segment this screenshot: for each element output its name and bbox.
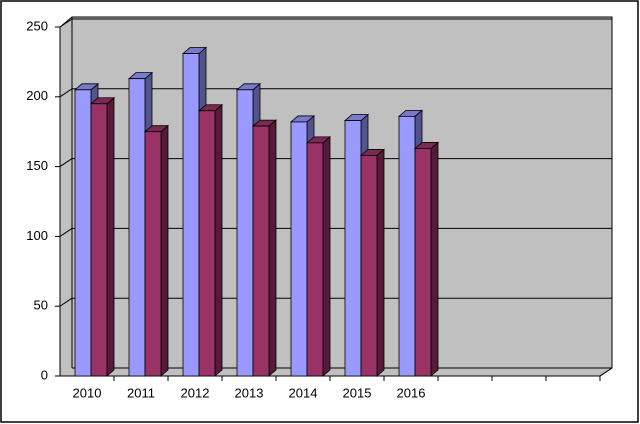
floor-right-edge (599, 367, 613, 377)
y-tick-label: 200 (26, 88, 48, 103)
bar (398, 115, 416, 377)
x-tick-label: 2013 (235, 385, 264, 400)
grid-line-side (59, 88, 73, 98)
bar-side (268, 119, 277, 377)
bar (144, 131, 162, 377)
y-tick-label: 250 (26, 18, 48, 33)
grid-line-side (59, 158, 73, 168)
bar (74, 89, 92, 377)
bar-side (430, 141, 439, 377)
bar (236, 89, 254, 377)
x-tick-label: 2011 (127, 385, 155, 400)
bar-side (214, 103, 223, 377)
bar-side (160, 124, 169, 377)
x-tick-label: 2012 (181, 385, 210, 400)
bar (252, 125, 270, 377)
bar (414, 148, 432, 377)
bar (344, 120, 362, 377)
bar-side (322, 135, 331, 377)
x-tick-label: 2014 (289, 385, 318, 400)
bar (90, 103, 108, 377)
bar (198, 110, 216, 377)
y-tick-label: 100 (26, 228, 48, 243)
bar (290, 121, 308, 377)
y-tick-label: 0 (41, 367, 48, 382)
bar (128, 78, 146, 377)
x-tick-label: 2016 (397, 385, 426, 400)
y-tick-label: 150 (26, 158, 48, 173)
bar-side (106, 96, 115, 377)
x-tick-label: 2010 (73, 385, 102, 400)
grid-line-side (59, 227, 73, 237)
bar-side (376, 148, 385, 377)
grid-line-side (59, 18, 73, 28)
x-tick-label: 2015 (343, 385, 372, 400)
bar (360, 155, 378, 377)
bar (182, 53, 200, 377)
bar (306, 142, 324, 377)
y-tick-label: 50 (34, 298, 48, 313)
grid-line-side (59, 297, 73, 307)
